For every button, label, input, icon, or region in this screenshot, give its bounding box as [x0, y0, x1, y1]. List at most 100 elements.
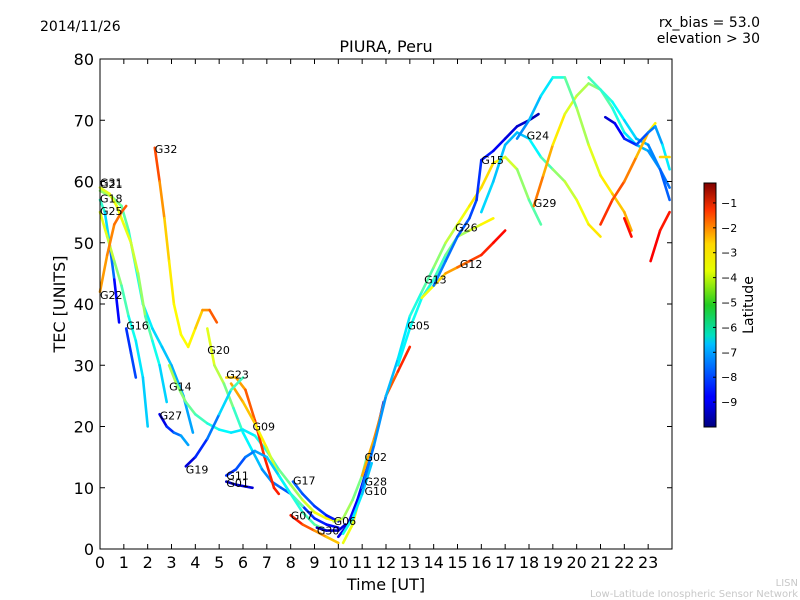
- trace-segment: [129, 241, 140, 275]
- trace-segment: [186, 327, 197, 349]
- trace-segment: [225, 468, 238, 477]
- series-label: G16: [126, 319, 149, 332]
- trace-segment: [313, 510, 328, 520]
- trace-segment: [408, 290, 424, 318]
- y-tick-label: 80: [74, 50, 94, 69]
- trace-segment: [234, 455, 247, 471]
- x-tick-label: 23: [638, 553, 658, 572]
- trace-segment: [551, 168, 567, 183]
- trace-segment: [291, 480, 304, 496]
- y-tick-label: 50: [74, 234, 94, 253]
- trace-segment: [244, 388, 257, 422]
- trace-segment: [251, 449, 264, 471]
- trace-segment: [127, 314, 138, 343]
- x-tick-label: 18: [519, 553, 539, 572]
- trace-segment: [341, 517, 354, 536]
- trace-segment: [213, 363, 226, 385]
- trace-segment: [167, 259, 176, 306]
- trace-segment: [527, 137, 543, 159]
- series-label: G24: [527, 130, 550, 143]
- trace-segment: [175, 382, 188, 404]
- trace-segment: [141, 376, 149, 428]
- y-axis-label: TEC [UNITS]: [50, 256, 69, 354]
- trace-segment: [289, 492, 304, 514]
- trace-segment: [503, 155, 519, 171]
- trace-segment: [172, 302, 183, 336]
- trace-segment: [341, 523, 354, 545]
- x-tick-label: 22: [614, 553, 634, 572]
- series-track-34: [622, 217, 633, 238]
- series-G01: [225, 480, 254, 490]
- trace-segment: [622, 210, 633, 232]
- trace-segment: [479, 241, 495, 257]
- trace-segment: [289, 483, 304, 502]
- trace-segment: [253, 449, 269, 459]
- series-label: G22: [100, 289, 123, 302]
- trace-segment: [332, 517, 345, 523]
- trace-segment: [277, 468, 293, 487]
- trace-segment: [301, 498, 316, 514]
- trace-segment: [503, 131, 519, 147]
- x-tick-label: 8: [286, 553, 296, 572]
- trace-segment: [599, 198, 614, 226]
- trace-segment: [563, 180, 579, 202]
- trace-segment: [301, 504, 316, 520]
- series-label: G10: [365, 485, 388, 498]
- trace-segment: [646, 143, 662, 171]
- trace-segment: [360, 461, 374, 496]
- trace-segment: [113, 278, 121, 324]
- series-label: G27: [160, 410, 183, 423]
- y-axis: 0 10 20 30 40 50 60 70 80: [74, 50, 672, 559]
- trace-segment: [479, 161, 495, 189]
- trace-segment: [229, 428, 245, 434]
- trace-segment: [575, 198, 590, 226]
- trace-segment: [217, 428, 233, 434]
- trace-segment: [289, 513, 304, 526]
- date-label: 2014/11/26: [40, 19, 121, 35]
- series-G14: [167, 363, 340, 523]
- x-tick-label: 9: [309, 553, 319, 572]
- trace-segment: [384, 357, 400, 398]
- trace-segment: [599, 174, 614, 196]
- x-tick-label: 0: [95, 553, 105, 572]
- series-G15: [432, 112, 540, 287]
- trace-segment: [313, 504, 328, 517]
- colorbar-tick-label: −5: [721, 297, 737, 310]
- x-tick-label: 7: [262, 553, 272, 572]
- trace-segment: [179, 434, 190, 447]
- trace-segment: [503, 125, 519, 140]
- trace-segment: [234, 483, 247, 488]
- trace-segment: [372, 394, 388, 447]
- trace-segment: [234, 376, 247, 392]
- trace-segment: [160, 345, 173, 367]
- trace-segment: [98, 210, 109, 238]
- trace-segment: [158, 363, 168, 404]
- x-tick-label: 2: [143, 553, 153, 572]
- series-track-32: [599, 122, 657, 226]
- series-G19: [184, 376, 245, 468]
- y-tick-label: 30: [74, 356, 94, 375]
- series-label: G12: [460, 258, 483, 271]
- x-tick-label: 20: [566, 553, 586, 572]
- trace-segment: [611, 100, 626, 122]
- trace-segment: [468, 198, 478, 220]
- trace-segment: [611, 106, 626, 134]
- colorbar-tick-label: −7: [721, 346, 737, 359]
- trace-segment: [120, 204, 128, 214]
- series-label: G15: [481, 154, 504, 167]
- trace-segment: [634, 143, 650, 153]
- trace-segment: [179, 333, 190, 349]
- trace-segment: [456, 204, 471, 226]
- series-track-31: [587, 76, 671, 202]
- series-G07: [289, 513, 340, 545]
- series-G27: [158, 412, 190, 447]
- trace-segment: [158, 412, 168, 428]
- series-layer: [98, 76, 671, 545]
- trace-segment: [167, 363, 178, 385]
- series-label: G19: [186, 463, 209, 476]
- trace-segment: [360, 443, 376, 490]
- trace-segment: [479, 149, 495, 162]
- trace-segment: [336, 523, 347, 532]
- x-tick-label: 19: [543, 553, 563, 572]
